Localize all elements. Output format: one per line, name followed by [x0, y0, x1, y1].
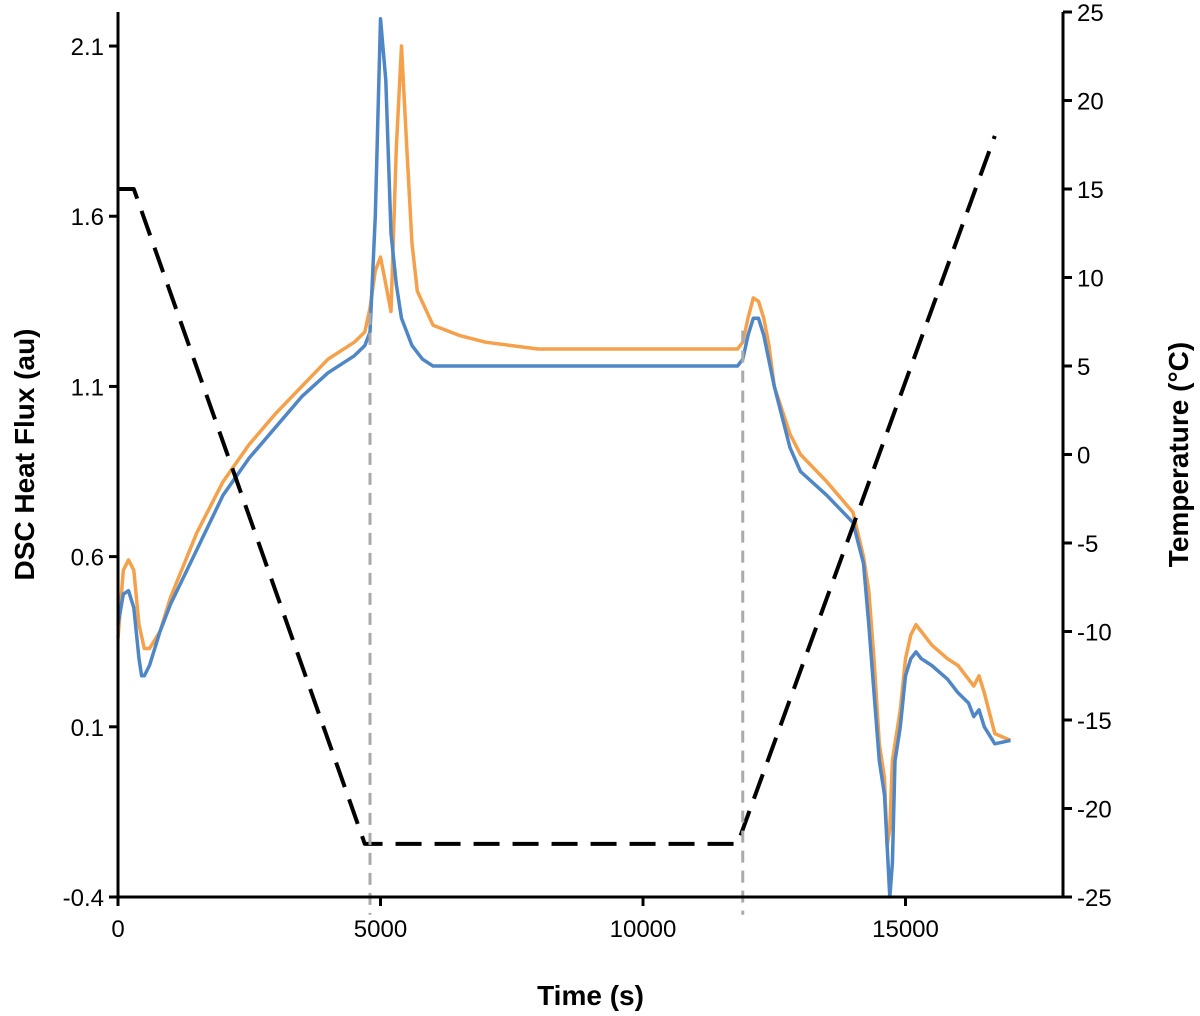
x-tick-label: 0: [111, 916, 124, 943]
x-tick-label: 5000: [354, 916, 407, 943]
y2-tick-label: -25: [1077, 885, 1112, 912]
x-axis-title: Time (s): [537, 980, 644, 1011]
y-axis-title: DSC Heat Flux (au): [9, 328, 40, 580]
y-tick-label: 0.1: [71, 715, 104, 742]
heat-flux-line-1: [116, 44, 1012, 848]
y-tick-label: 2.1: [71, 34, 104, 61]
y2-tick-label: -20: [1077, 797, 1112, 824]
heat-flux-line-2: [116, 17, 1011, 899]
y2-axis-title: Temperature (°C): [1163, 342, 1194, 567]
series-layer: [116, 17, 1012, 899]
marker-lines-layer: [368, 312, 745, 915]
y2-tick-label: 10: [1077, 266, 1104, 293]
temperature-line: [118, 135, 997, 846]
y-tick-label: 1.1: [71, 374, 104, 401]
y2-tick-label: 15: [1077, 177, 1104, 204]
y2-tick-label: 20: [1077, 89, 1104, 116]
x-tick-label: 15000: [872, 916, 939, 943]
y-tick-label: 1.6: [71, 204, 104, 231]
y2-tick-label: -5: [1077, 531, 1098, 558]
y-tick-label: 0.6: [71, 545, 104, 572]
y2-tick-label: 25: [1077, 0, 1104, 27]
y2-tick-label: 5: [1077, 354, 1090, 381]
y2-tick-label: -10: [1077, 620, 1112, 647]
y2-tick-label: -15: [1077, 708, 1112, 735]
y2-tick-label: 0: [1077, 443, 1090, 470]
x-tick-label: 10000: [610, 916, 677, 943]
y-tick-label: -0.4: [63, 885, 104, 912]
ticks-layer: 0 5000 10000 15000 -0.4 0.1 0.6 1.1 1.6 2.1 -25 -20…: [63, 0, 1112, 943]
